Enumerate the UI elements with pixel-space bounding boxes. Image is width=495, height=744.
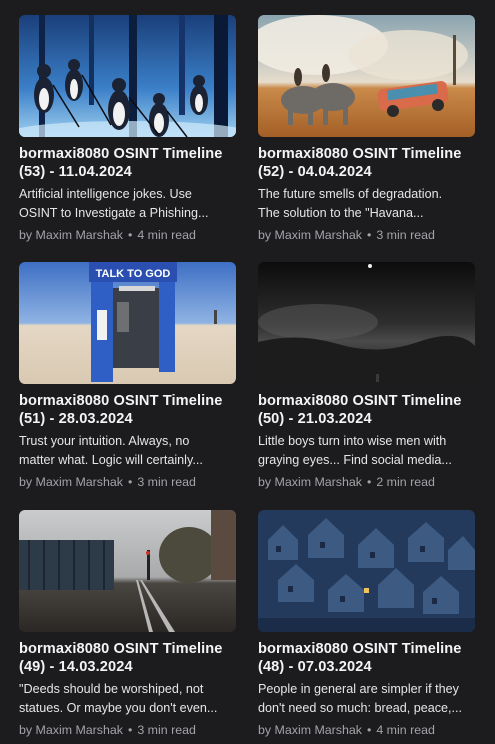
post-thumbnail[interactable] xyxy=(258,15,475,137)
post-description-line: OSINT to Investigate a Phishing... xyxy=(19,206,209,220)
railway-image xyxy=(19,510,236,632)
post-description-line: Artificial intelligence jokes. Use xyxy=(19,187,192,201)
post-meta: by Maxim Marshak • 4 min read xyxy=(258,722,475,739)
post-title[interactable]: bormaxi8080 OSINT Timeline (49) - 14.03.… xyxy=(19,640,236,676)
post-card[interactable]: bormaxi8080 OSINT Timeline (49) - 14.03.… xyxy=(19,510,236,739)
elephants-painting-image xyxy=(258,15,475,137)
post-by-label: by xyxy=(19,723,33,737)
post-title-line: (52) - 04.04.2024 xyxy=(258,164,372,180)
post-author[interactable]: Maxim Marshak xyxy=(35,228,123,242)
penguin-forest-image xyxy=(19,15,236,137)
post-card[interactable]: bormaxi8080 OSINT Timeline (53) - 11.04.… xyxy=(19,15,236,244)
post-read-time: 3 min read xyxy=(137,723,196,737)
post-title-line: bormaxi8080 OSINT Timeline xyxy=(19,393,223,409)
post-thumbnail[interactable] xyxy=(258,510,475,632)
post-card[interactable]: bormaxi8080 OSINT Timeline (52) - 04.04.… xyxy=(258,15,475,244)
post-read-time: 2 min read xyxy=(376,475,435,489)
post-description-line: Little boys turn into wise men with xyxy=(258,434,447,448)
post-title-line: (49) - 14.03.2024 xyxy=(19,659,133,675)
post-author[interactable]: Maxim Marshak xyxy=(35,475,123,489)
post-title[interactable]: bormaxi8080 OSINT Timeline (52) - 04.04.… xyxy=(258,145,475,181)
dark-sea-image xyxy=(258,262,475,384)
post-thumbnail[interactable] xyxy=(19,15,236,137)
meta-separator: • xyxy=(366,228,372,242)
post-meta: by Maxim Marshak • 3 min read xyxy=(19,474,236,491)
meta-separator: • xyxy=(127,228,133,242)
meta-separator: • xyxy=(127,475,133,489)
post-title-line: (53) - 11.04.2024 xyxy=(19,164,132,180)
post-description: "Deeds should be worshiped, not statues.… xyxy=(19,680,236,718)
post-read-time: 4 min read xyxy=(137,228,196,242)
post-meta: by Maxim Marshak • 3 min read xyxy=(19,722,236,739)
post-title[interactable]: bormaxi8080 OSINT Timeline (51) - 28.03.… xyxy=(19,392,236,428)
post-title-line: bormaxi8080 OSINT Timeline xyxy=(19,146,223,162)
post-read-time: 3 min read xyxy=(137,475,196,489)
phone-booth-image: TALK TO GOD xyxy=(19,262,236,384)
night-village-image xyxy=(258,510,475,632)
post-author[interactable]: Maxim Marshak xyxy=(274,723,362,737)
post-description-line: The future smells of degradation. xyxy=(258,187,443,201)
meta-separator: • xyxy=(366,723,372,737)
post-title-line: (51) - 28.03.2024 xyxy=(19,411,133,427)
post-description: People in general are simpler if they do… xyxy=(258,680,475,718)
post-by-label: by xyxy=(19,475,33,489)
post-author[interactable]: Maxim Marshak xyxy=(35,723,123,737)
post-thumbnail[interactable] xyxy=(258,262,475,384)
post-title-line: bormaxi8080 OSINT Timeline xyxy=(258,146,462,162)
post-title-line: bormaxi8080 OSINT Timeline xyxy=(258,393,462,409)
post-description-line: "Deeds should be worshiped, not xyxy=(19,682,204,696)
post-description: Little boys turn into wise men with gray… xyxy=(258,432,475,470)
post-thumbnail[interactable] xyxy=(19,510,236,632)
post-description-line: matter what. Logic will certainly... xyxy=(19,453,203,467)
post-description: Artificial intelligence jokes. Use OSINT… xyxy=(19,185,236,223)
post-by-label: by xyxy=(258,228,272,242)
post-description-line: graying eyes... Find social media... xyxy=(258,453,452,467)
post-author[interactable]: Maxim Marshak xyxy=(274,228,362,242)
post-meta: by Maxim Marshak • 4 min read xyxy=(19,227,236,244)
post-title[interactable]: bormaxi8080 OSINT Timeline (48) - 07.03.… xyxy=(258,640,475,676)
post-description-line: People in general are simpler if they xyxy=(258,682,459,696)
post-read-time: 3 min read xyxy=(376,228,435,242)
post-description-line: statues. Or maybe you don't even... xyxy=(19,701,218,715)
post-by-label: by xyxy=(19,228,33,242)
post-by-label: by xyxy=(258,723,272,737)
post-title-line: bormaxi8080 OSINT Timeline xyxy=(19,641,223,657)
post-description-line: Trust your intuition. Always, no xyxy=(19,434,190,448)
post-author[interactable]: Maxim Marshak xyxy=(274,475,362,489)
post-description-line: The solution to the "Havana... xyxy=(258,206,424,220)
post-description: Trust your intuition. Always, no matter … xyxy=(19,432,236,470)
post-by-label: by xyxy=(258,475,272,489)
post-thumbnail[interactable]: TALK TO GOD xyxy=(19,262,236,384)
post-meta: by Maxim Marshak • 3 min read xyxy=(258,227,475,244)
meta-separator: • xyxy=(127,723,133,737)
post-title-line: (50) - 21.03.2024 xyxy=(258,411,372,427)
post-description: The future smells of degradation. The so… xyxy=(258,185,475,223)
post-card[interactable]: bormaxi8080 OSINT Timeline (50) - 21.03.… xyxy=(258,262,475,491)
meta-separator: • xyxy=(366,475,372,489)
post-description-line: don't need so much: bread, peace,... xyxy=(258,701,463,715)
post-title-line: bormaxi8080 OSINT Timeline xyxy=(258,641,462,657)
booth-sign: TALK TO GOD xyxy=(96,268,171,280)
post-title-line: (48) - 07.03.2024 xyxy=(258,659,372,675)
post-card[interactable]: bormaxi8080 OSINT Timeline (48) - 07.03.… xyxy=(258,510,475,739)
post-title[interactable]: bormaxi8080 OSINT Timeline (50) - 21.03.… xyxy=(258,392,475,428)
post-card[interactable]: TALK TO GOD bormaxi8080 OSINT Timeline (… xyxy=(19,262,236,491)
post-title[interactable]: bormaxi8080 OSINT Timeline (53) - 11.04.… xyxy=(19,145,236,181)
post-meta: by Maxim Marshak • 2 min read xyxy=(258,474,475,491)
post-read-time: 4 min read xyxy=(376,723,435,737)
